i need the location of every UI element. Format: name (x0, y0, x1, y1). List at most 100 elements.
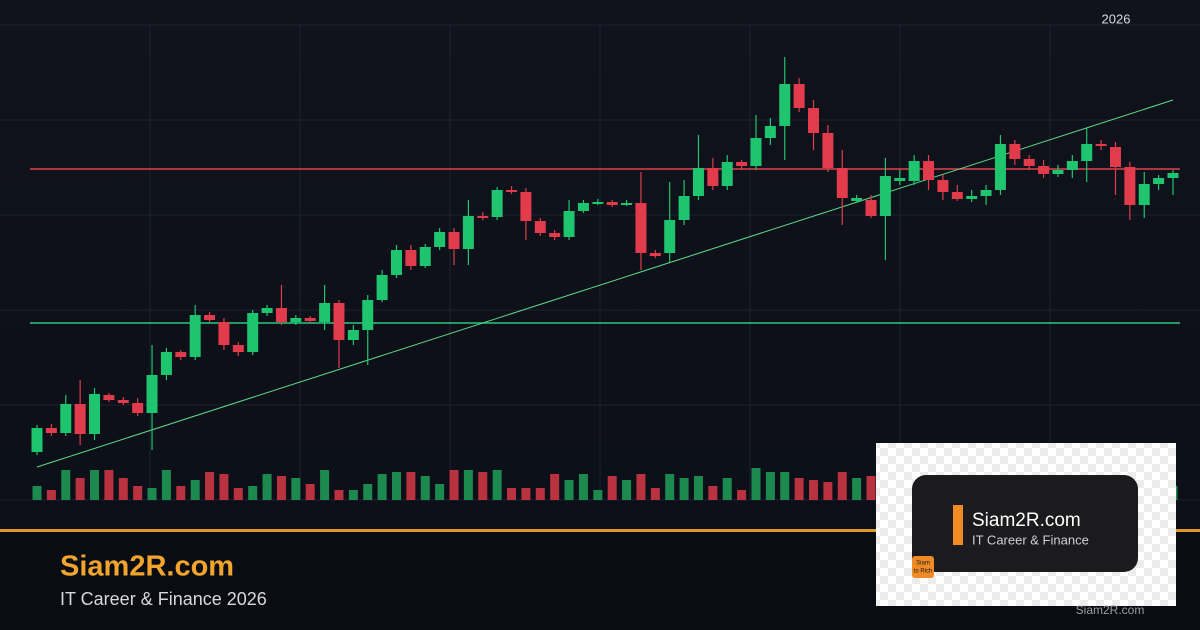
candle-body (160, 352, 172, 375)
volume-bar (449, 470, 459, 500)
candle-body (678, 196, 690, 220)
volume-bar (679, 478, 689, 500)
candle-body (534, 221, 546, 233)
candle-body (45, 428, 57, 433)
candle-body (1052, 170, 1064, 174)
badge-logo (912, 556, 934, 578)
volume-bar (507, 488, 517, 500)
candle-body (1066, 161, 1078, 170)
candle-body (793, 84, 805, 108)
footer-tagline: IT Career & Finance 2026 (60, 589, 267, 609)
candle-body (908, 161, 920, 181)
candle-body (477, 216, 489, 218)
volume-bar (765, 472, 775, 500)
volume-bar (248, 486, 258, 500)
volume-bar (463, 470, 473, 500)
candle-body (103, 395, 115, 400)
candle-body (376, 275, 388, 300)
candle-body (750, 138, 762, 166)
candle-body (937, 180, 949, 192)
candle-body (851, 198, 863, 201)
candle-body (390, 250, 402, 275)
volume-bar (593, 490, 603, 500)
candle-body (736, 162, 748, 166)
volume-bar (622, 480, 632, 500)
volume-bar (320, 470, 330, 500)
volume-bar (276, 476, 286, 500)
volume-bar (492, 470, 502, 500)
volume-bar (147, 488, 157, 500)
candle-body (592, 202, 604, 204)
volume-bar (363, 484, 373, 500)
candle-body (692, 168, 704, 196)
candle-body (779, 84, 791, 126)
volume-bar (665, 474, 675, 500)
volume-bar (535, 488, 545, 500)
volume-bar (607, 476, 617, 500)
candle-body (462, 216, 474, 249)
volume-bar (305, 484, 315, 500)
volume-bar (46, 490, 56, 500)
volume-bar (852, 478, 862, 500)
volume-bar (420, 476, 430, 500)
logo-text: to Rich (914, 569, 933, 575)
volume-bar (377, 474, 387, 500)
candle-body (491, 190, 503, 217)
candle-body (290, 318, 302, 322)
candle-body (980, 190, 992, 196)
candle-body (189, 315, 201, 357)
candle-body (347, 330, 359, 340)
badge-accent (953, 505, 963, 545)
volume-bar (578, 474, 588, 500)
volume-bar (708, 486, 718, 500)
candle-body (319, 303, 331, 322)
candle-body (923, 161, 935, 180)
candle-body (1109, 147, 1121, 167)
candle-body (247, 313, 259, 352)
candle-body (664, 220, 676, 253)
candle-body (966, 196, 978, 199)
candle-body (1138, 184, 1150, 205)
candle-body (1023, 159, 1035, 166)
candle-body (721, 162, 733, 186)
candle-body (707, 168, 719, 186)
volume-bar (809, 480, 819, 500)
candle-body (261, 308, 273, 313)
volume-bar (406, 472, 416, 500)
volume-bar (550, 474, 560, 500)
volume-bar (435, 484, 445, 500)
candle-body (1124, 167, 1136, 205)
badge-tagline: IT Career & Finance (972, 532, 1089, 547)
candle-body (1009, 144, 1021, 159)
candle-body (808, 108, 820, 133)
candle-body (1095, 144, 1107, 146)
candle-body (405, 250, 417, 266)
volume-bar (104, 470, 114, 500)
volume-bar (190, 480, 200, 500)
candle-body (89, 394, 101, 434)
volume-bar (262, 474, 272, 500)
candle-body (448, 232, 460, 249)
candle-body (146, 375, 158, 413)
candle-body (362, 300, 374, 330)
volume-bar (737, 490, 747, 500)
candle-body (764, 126, 776, 138)
candle-body (879, 176, 891, 216)
volume-bar (61, 470, 71, 500)
candle-body (1081, 144, 1093, 161)
candle-body (865, 200, 877, 216)
volume-bar (564, 480, 574, 500)
volume-bar (205, 472, 215, 500)
volume-bar (233, 488, 243, 500)
candle-body (635, 203, 647, 253)
candle-body (175, 352, 187, 357)
volume-bar (176, 486, 186, 500)
candle-body (218, 322, 230, 345)
volume-bar (118, 478, 128, 500)
volume-bar (219, 474, 229, 500)
volume-bar (780, 472, 790, 500)
volume-bar (348, 490, 358, 500)
candle-body (577, 203, 589, 211)
